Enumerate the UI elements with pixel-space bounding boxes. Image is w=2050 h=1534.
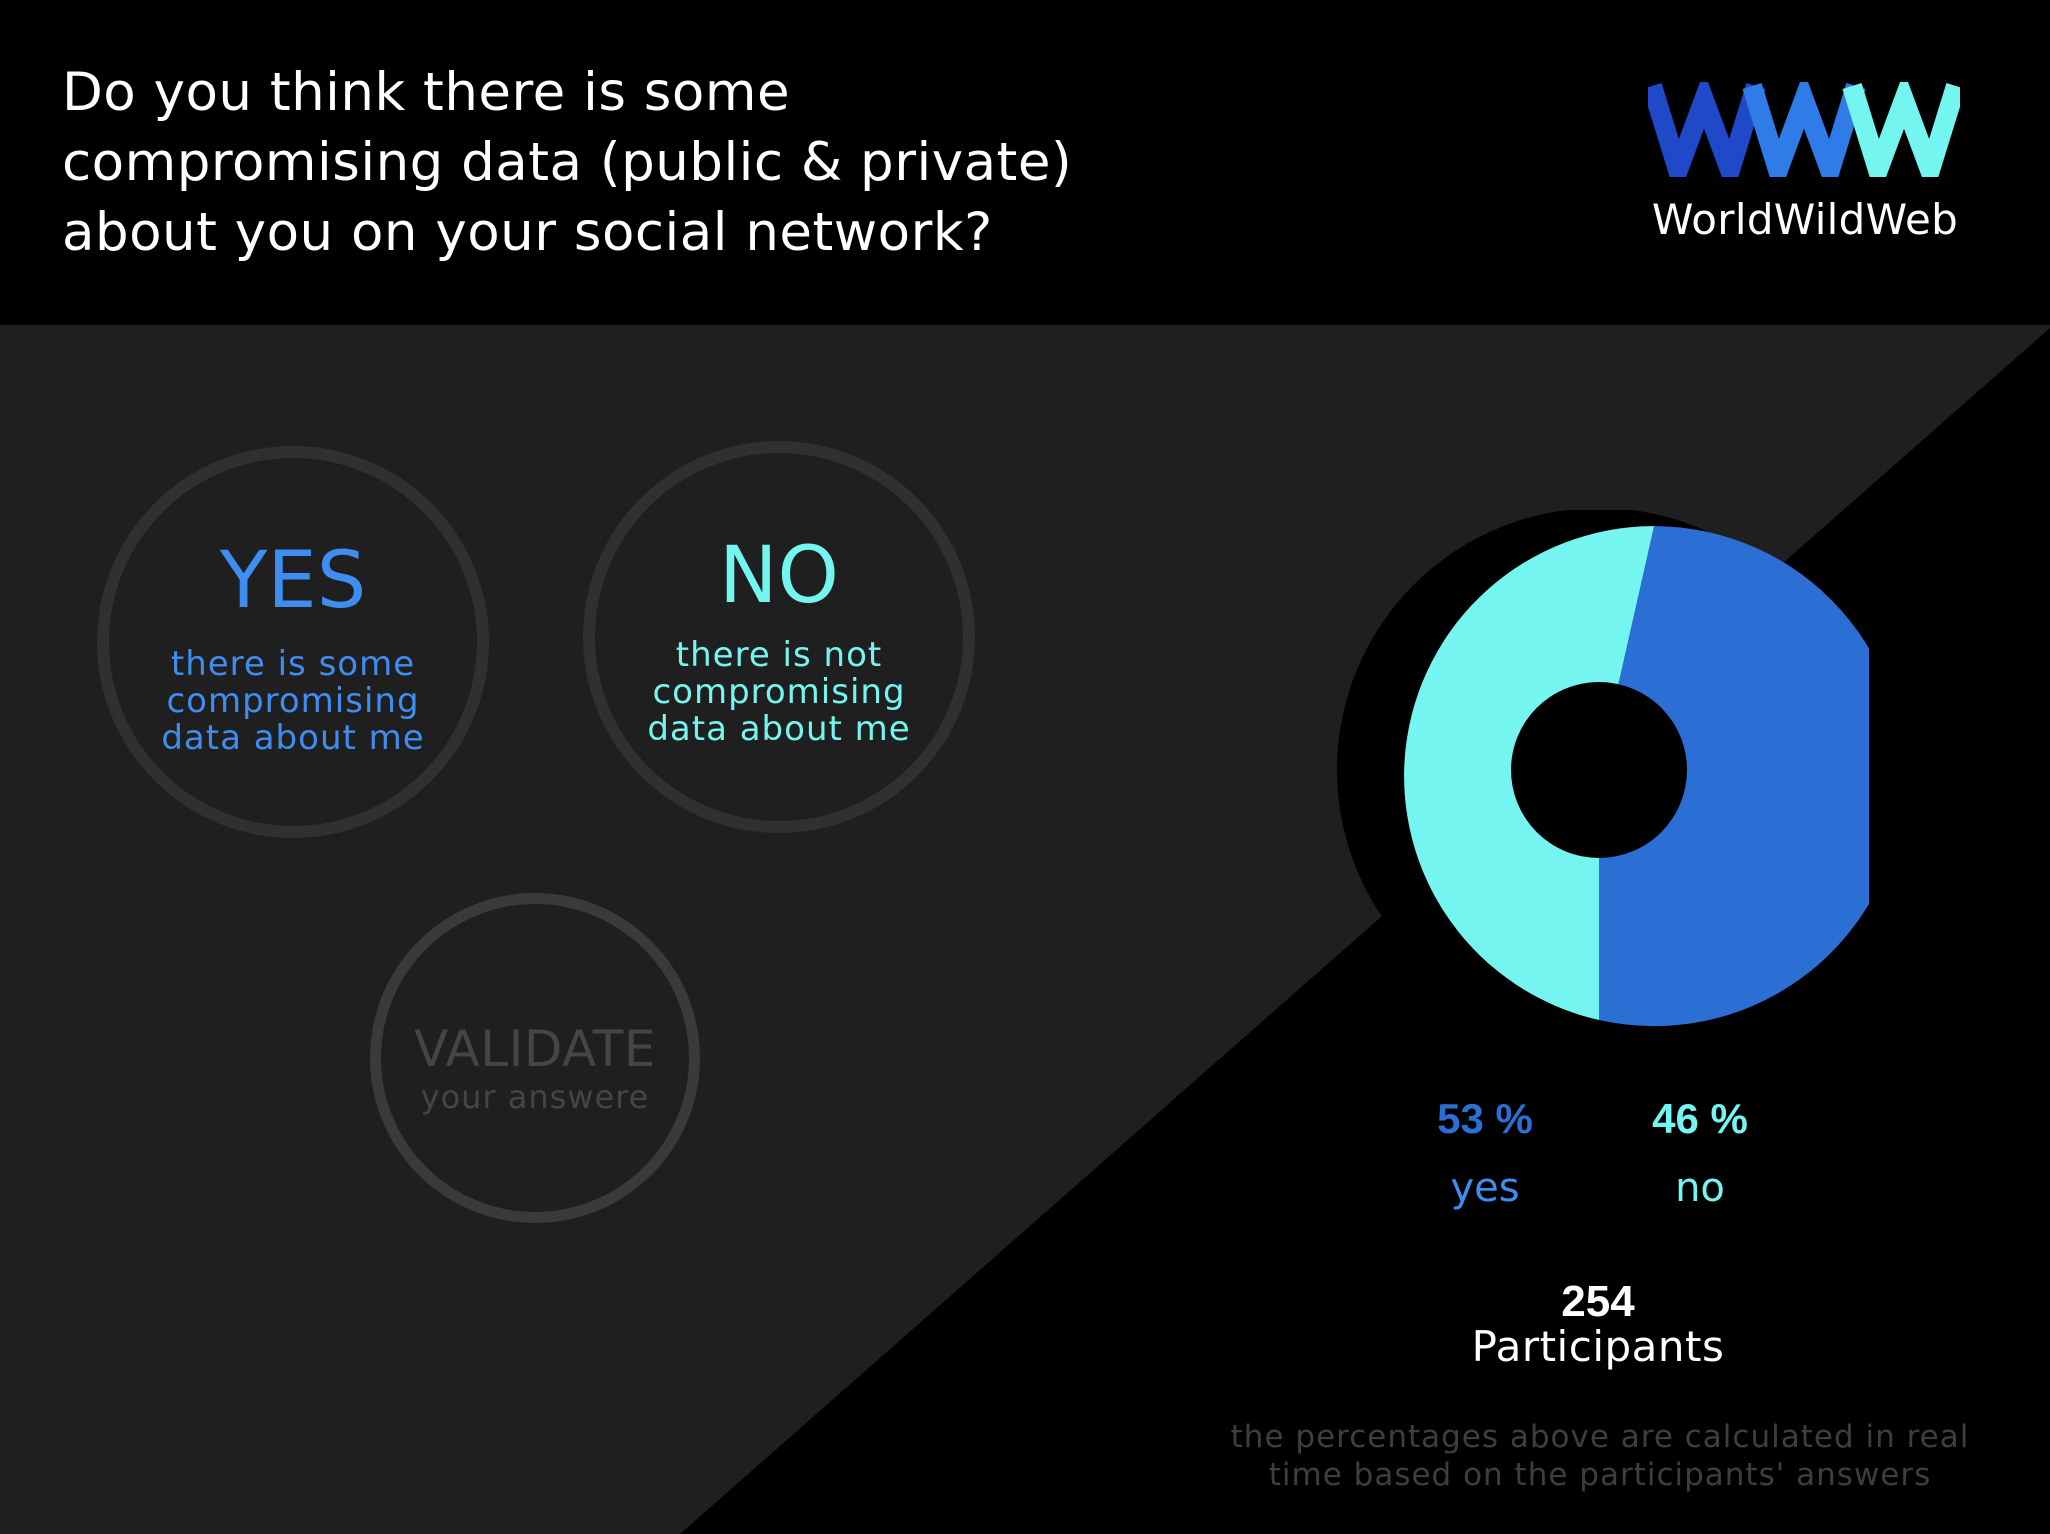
- yes-description-line: data about me: [161, 718, 425, 758]
- logo-w-1: [1648, 82, 1766, 177]
- brand-name: WorldWildWeb: [1651, 195, 1959, 244]
- question-line: compromising data (public & private): [62, 132, 1073, 193]
- yes-result-label: yes: [1450, 1165, 1520, 1211]
- yes-description-line: compromising: [166, 681, 420, 721]
- no-description-line: compromising: [652, 672, 906, 712]
- donut-hole: [1511, 682, 1687, 858]
- yes-percent: 53 %: [1437, 1095, 1533, 1142]
- yes-description-line: there is some: [170, 644, 416, 684]
- validate-label: VALIDATE: [414, 1020, 656, 1078]
- no-option-button[interactable]: NO there is not compromising data about …: [583, 441, 975, 833]
- question-line: Do you think there is some: [62, 62, 791, 123]
- no-description-line: there is not: [675, 635, 883, 675]
- participant-label: Participants: [1471, 1322, 1725, 1371]
- no-percent: 46 %: [1652, 1095, 1748, 1142]
- yes-title: YES: [219, 536, 367, 626]
- validate-button[interactable]: VALIDATE your answere: [370, 893, 700, 1223]
- participant-count: 254: [1561, 1277, 1635, 1326]
- validate-sublabel: your answere: [420, 1078, 650, 1116]
- logo-w-3: [1842, 82, 1960, 177]
- header: Do you think there is some compromising …: [0, 0, 2050, 325]
- www-logo-mark: [1648, 82, 1960, 177]
- donut-slices: [1404, 526, 1869, 1027]
- yes-description: there is some compromising data about me: [129, 646, 457, 757]
- footnote: the percentages above are calculated in …: [1210, 1418, 1990, 1494]
- yes-option-button[interactable]: YES there is some compromising data abou…: [97, 446, 489, 838]
- brand-logo: WorldWildWeb: [1640, 82, 1970, 252]
- no-description-line: data about me: [647, 709, 911, 749]
- footnote-line: the percentages above are calculated in …: [1230, 1419, 1970, 1455]
- no-description: there is not compromising data about me: [615, 637, 943, 748]
- donut-slice-yes: [1599, 526, 1869, 1027]
- no-result-label: no: [1675, 1165, 1725, 1211]
- no-title: NO: [719, 531, 839, 621]
- question-title: Do you think there is some compromising …: [62, 58, 1362, 268]
- footnote-line: time based on the participants' answers: [1268, 1457, 1932, 1493]
- results-donut-chart: [1337, 510, 1869, 1032]
- logo-w-2: [1742, 82, 1866, 177]
- question-line: about you on your social network?: [62, 202, 993, 263]
